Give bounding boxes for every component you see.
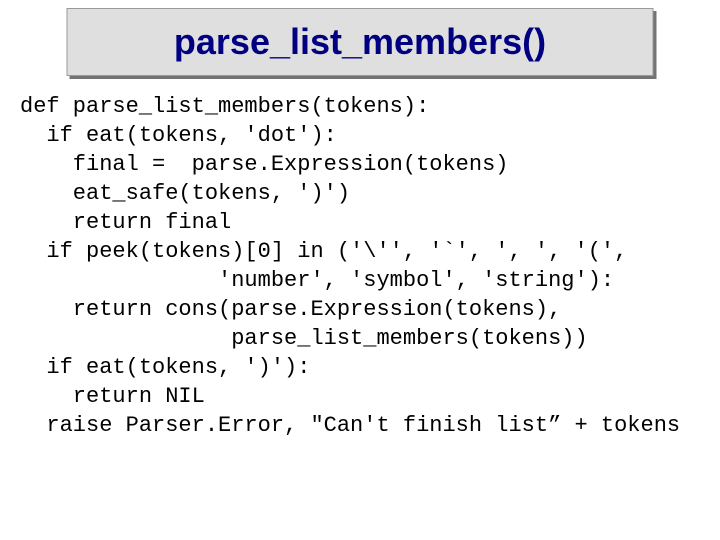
title-box: parse_list_members() <box>67 8 654 76</box>
code-line: if eat(tokens, ')'): <box>20 353 708 382</box>
code-block: def parse_list_members(tokens): if eat(t… <box>20 92 708 440</box>
code-line: if peek(tokens)[0] in ('\'', '`', ', ', … <box>20 237 708 266</box>
code-line: return final <box>20 208 708 237</box>
code-line: 'number', 'symbol', 'string'): <box>20 266 708 295</box>
title-text: parse_list_members() <box>174 21 546 63</box>
code-line: if eat(tokens, 'dot'): <box>20 121 708 150</box>
code-line: raise Parser.Error, "Can't finish list” … <box>20 411 708 440</box>
code-line: def parse_list_members(tokens): <box>20 92 708 121</box>
code-line: eat_safe(tokens, ')') <box>20 179 708 208</box>
code-line: parse_list_members(tokens)) <box>20 324 708 353</box>
code-line: final = parse.Expression(tokens) <box>20 150 708 179</box>
code-line: return NIL <box>20 382 708 411</box>
code-line: return cons(parse.Expression(tokens), <box>20 295 708 324</box>
slide: parse_list_members() def parse_list_memb… <box>0 0 720 540</box>
